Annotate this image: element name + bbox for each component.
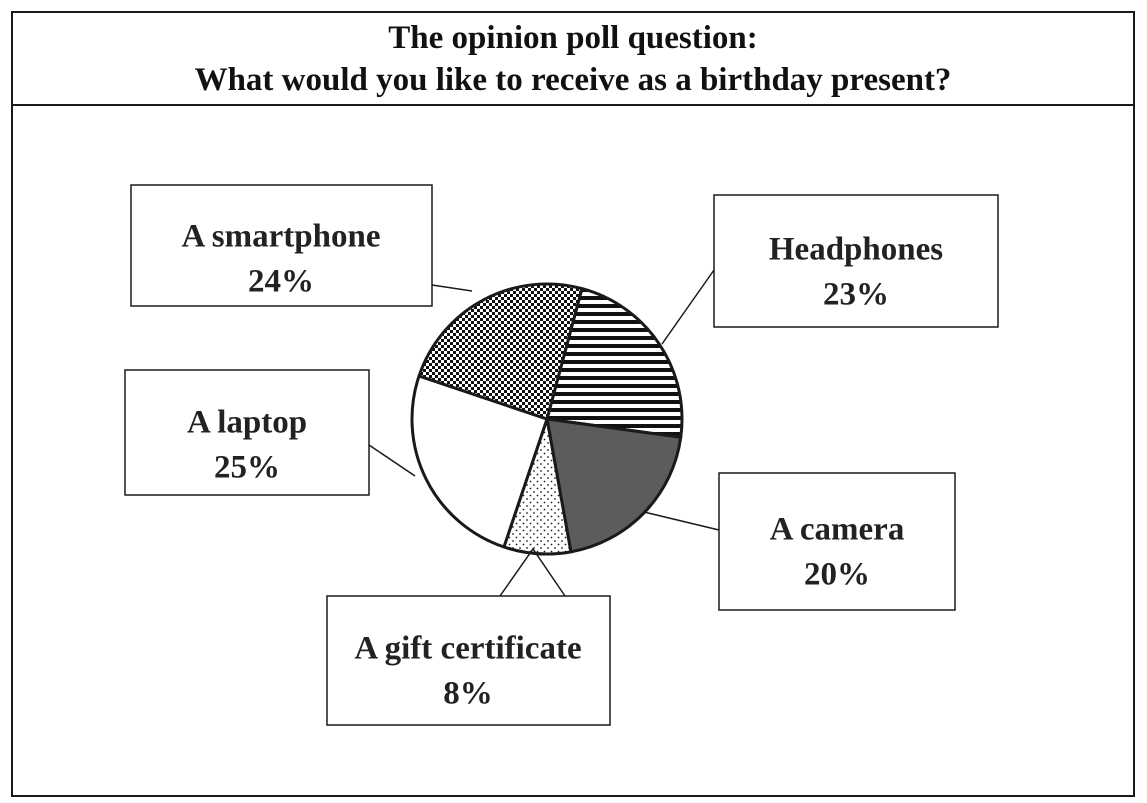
- slice-label-headphones: Headphones: [769, 232, 943, 268]
- slice-value-a-gift-certificate: 8%: [443, 676, 493, 712]
- leader-line-a-smartphone: [431, 284, 473, 292]
- callout-box-a-laptop: [124, 369, 370, 496]
- pie-callouts: Headphones 23% A camera 20% A gift certifica…: [124, 184, 999, 726]
- title-line-1: The opinion poll question:: [388, 19, 758, 56]
- leader-line-a-gift-certificate: [499, 547, 566, 597]
- callout-box-a-gift-certificate: [326, 595, 611, 726]
- pie-slices: [410, 282, 684, 556]
- pie-slice-a-smartphone: [417, 282, 584, 421]
- callout-box-a-camera: [718, 472, 956, 611]
- slice-value-a-smartphone: 24%: [248, 264, 314, 300]
- slice-label-a-smartphone: A smartphone: [182, 219, 381, 255]
- leader-line-a-laptop: [368, 444, 416, 477]
- leader-line-headphones: [661, 269, 715, 345]
- pie-slice-headphones: [545, 287, 684, 439]
- slice-value-a-camera: 20%: [804, 557, 870, 593]
- pie-slice-a-laptop: [410, 374, 549, 549]
- title-line-2: What would you like to receive as a birt…: [194, 61, 952, 98]
- slice-label-a-camera: A camera: [770, 512, 905, 548]
- callout-box-a-smartphone: [130, 184, 433, 307]
- slice-label-a-laptop: A laptop: [187, 405, 307, 441]
- chart-title: The opinion poll question: What would yo…: [13, 13, 1133, 106]
- slice-label-a-gift-certificate: A gift certificate: [354, 631, 581, 667]
- slice-value-headphones: 23%: [823, 277, 889, 313]
- leader-line-a-camera: [643, 511, 720, 531]
- slice-value-a-laptop: 25%: [214, 450, 280, 486]
- callout-box-headphones: [713, 194, 999, 328]
